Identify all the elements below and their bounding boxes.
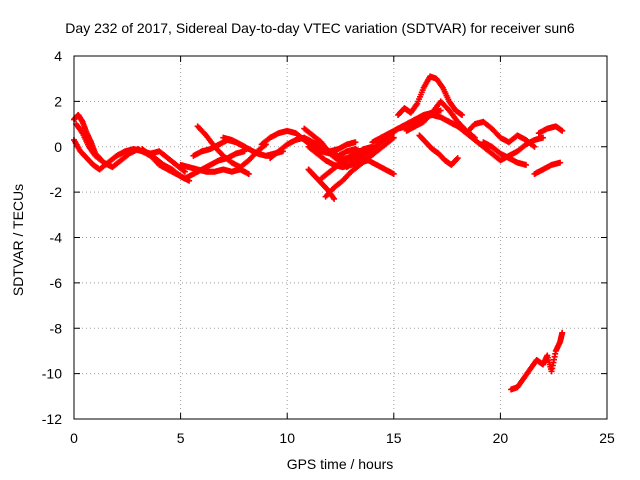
series-sat-track-18: [395, 73, 466, 118]
y-tick-label: -6: [50, 275, 63, 291]
series-sat-track-6: [194, 123, 269, 171]
y-tick-label: 2: [54, 93, 62, 109]
data-point: [531, 143, 538, 150]
y-tick-label: -12: [42, 411, 62, 427]
series-sat-track-16: [318, 143, 376, 182]
data-point: [390, 170, 397, 177]
y-tick-label: -4: [50, 230, 63, 246]
x-tick-label: 0: [70, 430, 78, 446]
x-tick-label: 25: [599, 430, 615, 446]
y-tick-label: -8: [50, 320, 63, 336]
chart-title: Day 232 of 2017, Sidereal Day-to-day VTE…: [65, 20, 575, 36]
y-tick-label: -10: [42, 366, 62, 382]
series-sat-track-25: [531, 159, 564, 177]
data-point: [559, 329, 566, 336]
y-tick-label: 0: [54, 139, 62, 155]
data-point: [540, 134, 547, 141]
x-tick-label: 15: [386, 430, 402, 446]
series-sat-track-26: [508, 329, 566, 393]
data-point: [453, 156, 460, 163]
data-point: [459, 111, 466, 118]
series-sat-track-20: [416, 132, 461, 168]
x-tick-label: 20: [493, 430, 509, 446]
y-axis-label: SDTVAR / TECUs: [10, 183, 26, 297]
data-point: [352, 139, 359, 146]
data-point: [522, 161, 529, 168]
y-tick-label: -2: [50, 184, 63, 200]
data-point: [559, 127, 566, 134]
series-sat-track-24: [535, 123, 566, 137]
series-sat-track-23: [480, 139, 529, 168]
y-tick-label: 4: [54, 48, 62, 64]
data-point: [557, 159, 564, 166]
data-point: [390, 134, 397, 141]
plot-frame: [73, 55, 608, 420]
series-sat-track-5: [177, 161, 252, 177]
data-point: [181, 168, 188, 175]
x-axis-label: GPS time / hours: [286, 456, 394, 472]
data-point: [437, 107, 444, 114]
data-point: [331, 195, 338, 202]
x-tick-label: 10: [279, 430, 295, 446]
data-point: [245, 170, 252, 177]
data-point: [454, 155, 461, 162]
x-tick-label: 5: [177, 430, 185, 446]
series-sat-track-14: [322, 134, 397, 200]
series-sat-track-22: [463, 118, 538, 150]
